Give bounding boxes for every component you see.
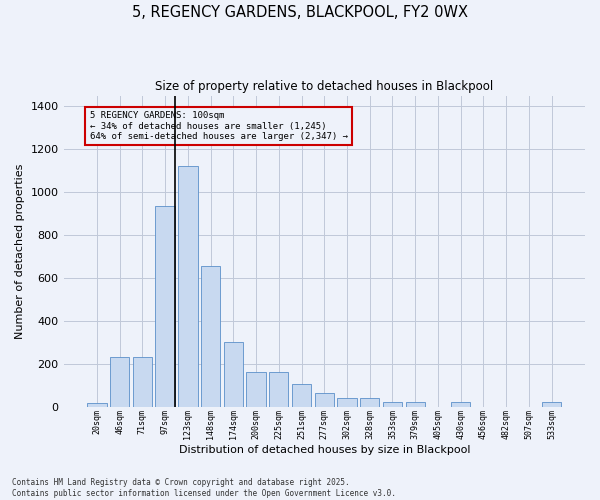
Bar: [406, 402, 425, 406]
X-axis label: Distribution of detached houses by size in Blackpool: Distribution of detached houses by size …: [179, 445, 470, 455]
Bar: [201, 266, 220, 406]
Bar: [292, 384, 311, 406]
Bar: [133, 358, 152, 406]
Bar: [314, 392, 334, 406]
Title: Size of property relative to detached houses in Blackpool: Size of property relative to detached ho…: [155, 80, 493, 93]
Bar: [542, 402, 561, 406]
Bar: [383, 402, 402, 406]
Bar: [155, 206, 175, 406]
Bar: [269, 372, 289, 406]
Bar: [87, 404, 107, 406]
Bar: [451, 402, 470, 406]
Bar: [247, 372, 266, 406]
Text: 5 REGENCY GARDENS: 100sqm
← 34% of detached houses are smaller (1,245)
64% of se: 5 REGENCY GARDENS: 100sqm ← 34% of detac…: [89, 111, 347, 141]
Bar: [178, 166, 197, 406]
Y-axis label: Number of detached properties: Number of detached properties: [15, 164, 25, 339]
Bar: [224, 342, 243, 406]
Bar: [110, 358, 130, 406]
Text: Contains HM Land Registry data © Crown copyright and database right 2025.
Contai: Contains HM Land Registry data © Crown c…: [12, 478, 396, 498]
Text: 5, REGENCY GARDENS, BLACKPOOL, FY2 0WX: 5, REGENCY GARDENS, BLACKPOOL, FY2 0WX: [132, 5, 468, 20]
Bar: [360, 398, 379, 406]
Bar: [337, 398, 356, 406]
